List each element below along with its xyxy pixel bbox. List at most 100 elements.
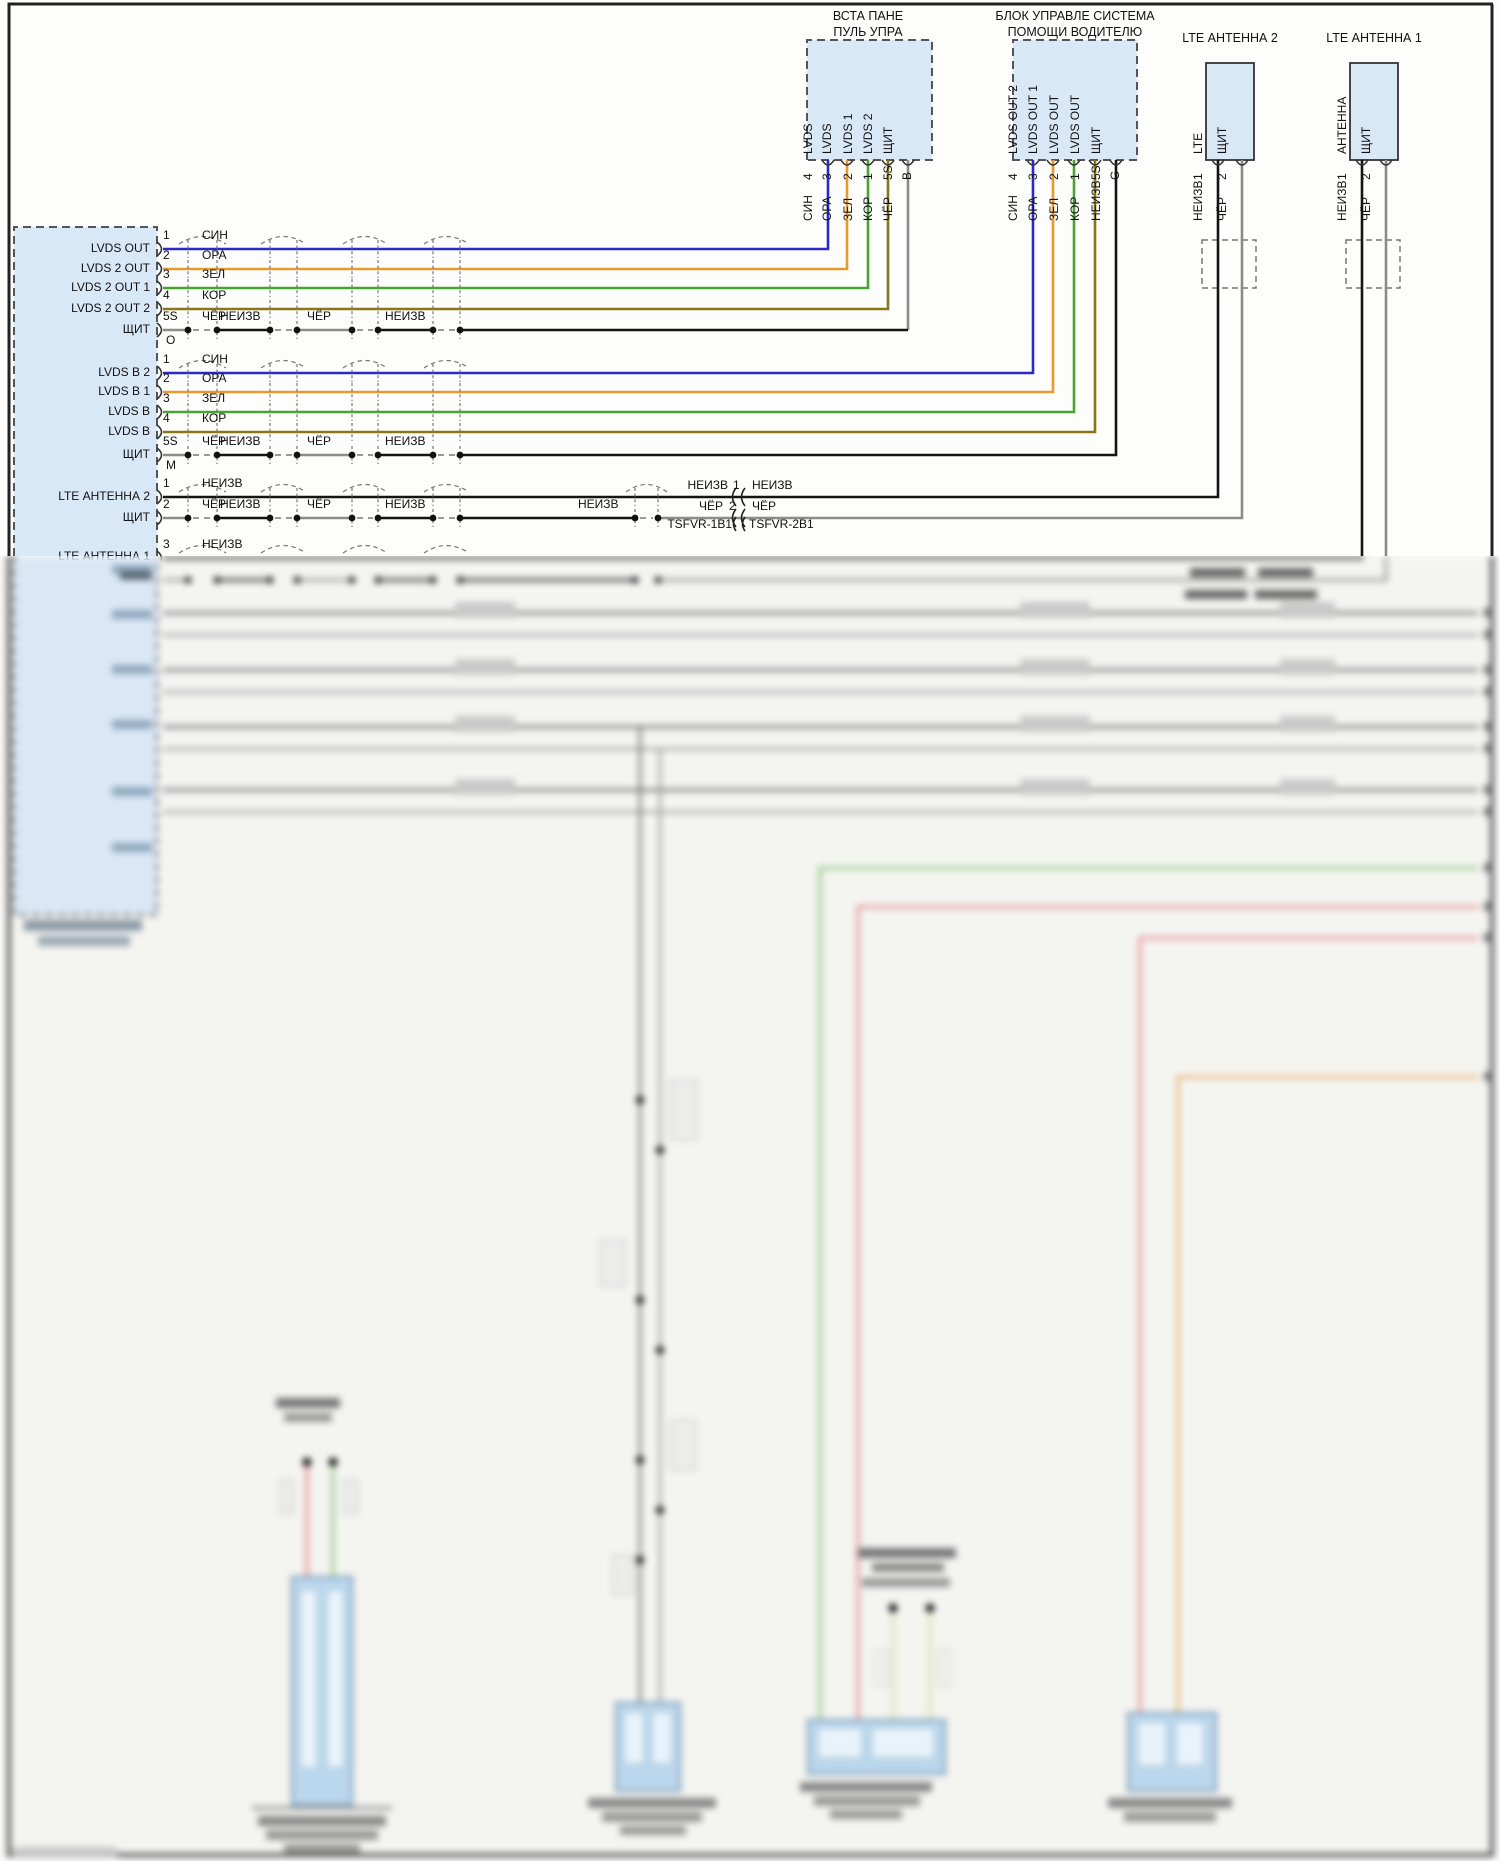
- block-pin-label: ЩИТ: [1215, 126, 1229, 154]
- wire-color-label: КОР: [1068, 196, 1082, 221]
- wire-color-label: НЕИЗВ: [202, 476, 243, 490]
- block-title-line: ПУЛЬ УПРА: [833, 25, 903, 39]
- pin-number: 3: [163, 537, 170, 551]
- wire-lte2-signal: [163, 160, 1220, 499]
- wire-color-label: НЕИЗВ: [1191, 180, 1205, 221]
- pin-number: 3: [163, 391, 170, 405]
- wire-color-label: ЗЕЛ: [202, 267, 226, 281]
- splice-label: ЧЁР: [698, 499, 723, 513]
- wire-m-zel: [163, 160, 1076, 414]
- wire-color-label: ЧЁР: [1359, 196, 1373, 221]
- pin-number: 2: [163, 248, 170, 262]
- pin-number: 4: [163, 288, 170, 302]
- splice-connector-name: TSFVR-2B1: [749, 517, 814, 531]
- block-title-line: БЛОК УПРАВЛЕ СИСТЕМА: [995, 9, 1155, 23]
- block-vsta-pane-border: [806, 39, 933, 161]
- block-pin-label: LTE: [1191, 132, 1205, 154]
- segment-label: НЕИЗВ: [385, 497, 426, 511]
- wire-color-label: СИН: [1006, 195, 1020, 221]
- splice-pin-number: 1: [733, 478, 740, 492]
- wire-color-label: ОРА: [1026, 196, 1040, 221]
- wire-lte2-shield-gray: [163, 160, 1244, 520]
- block-pin-number: 2: [1047, 173, 1061, 180]
- wire-color-label: ЧЁР: [202, 434, 227, 448]
- block-pin-number: 1: [1191, 173, 1205, 180]
- pin-number: 3: [163, 267, 170, 281]
- tsfvr-splice-symbol: [731, 487, 746, 532]
- blurred-lower-section: [0, 556, 1500, 1861]
- splice-label: ЧЁР: [752, 499, 777, 513]
- block-pin-label: LVDS OUT: [1047, 94, 1061, 154]
- block-title-line: LTE АНТЕННА 1: [1326, 31, 1422, 45]
- block-title: LTE АНТЕННА 1: [1304, 30, 1444, 46]
- block-title: LTE АНТЕННА 2: [1160, 30, 1300, 46]
- segment-label: ЧЁР: [307, 309, 332, 323]
- segment-label: НЕИЗВ: [578, 497, 619, 511]
- block-pin-number: 3: [1026, 173, 1040, 180]
- wire-color-label: КОР: [202, 411, 227, 425]
- wire-color-label: НЕИЗВ: [1089, 180, 1103, 221]
- wire-color-label: ЧЁР: [202, 309, 227, 323]
- block-title-line: ВСТА ПАНЕ: [832, 9, 904, 23]
- block-lte-antenna2: [1205, 62, 1255, 161]
- block-pin-label: ЩИТ: [881, 126, 895, 154]
- row-label: LVDS B 2: [98, 365, 150, 379]
- block-pin-label: LVDS: [820, 123, 834, 154]
- blurred-graphics: [0, 556, 1500, 1861]
- pin-number: 5S: [163, 309, 178, 323]
- splice-label: НЕИЗВ: [752, 478, 793, 492]
- wire-o-ora: [163, 160, 849, 271]
- wire-color-label: ЧЁР: [881, 196, 895, 221]
- row-label: LVDS OUT: [90, 241, 150, 255]
- block-vsta-pane-fill: [807, 40, 932, 160]
- segment-label: НЕИЗВ: [385, 434, 426, 448]
- wire-o-shield-gray: [163, 160, 910, 332]
- connector-letter-g: G: [1108, 170, 1122, 180]
- block-title-line: ПОМОЩИ ВОДИТЕЛЮ: [1007, 25, 1143, 39]
- wire-color-label: ЧЁР: [202, 497, 227, 511]
- pin-number: 2: [163, 497, 170, 511]
- connector-letter-m: M: [166, 458, 176, 472]
- block-pin-number: 4: [801, 173, 815, 180]
- splice-label: НЕИЗВ: [687, 478, 728, 492]
- segment-label: НЕИЗВ: [220, 434, 261, 448]
- row-label: ЩИТ: [122, 510, 150, 524]
- block-pin-label: LVDS OUT 2: [1006, 85, 1020, 154]
- inline-connector-box-ant1: [1345, 239, 1401, 289]
- wire-m-ora: [163, 160, 1055, 394]
- block-pin-label: АНТЕННА: [1335, 96, 1349, 154]
- segment-label: НЕИЗВ: [385, 309, 426, 323]
- inline-connector-box-ant2: [1201, 239, 1257, 289]
- splice-pin-number: 2: [729, 499, 736, 513]
- pin-number: 1: [163, 352, 170, 366]
- row-label: LVDS 2 OUT: [80, 261, 150, 275]
- block-pin-number: 3: [820, 173, 834, 180]
- wire-o-sin: [163, 160, 830, 251]
- pin-number: 2: [163, 371, 170, 385]
- block-pin-label: ЩИТ: [1359, 126, 1373, 154]
- row-label: LTE АНТЕННА 2: [58, 489, 150, 503]
- pin-number: 4: [163, 411, 170, 425]
- block-title: ВСТА ПАНЕ ПУЛЬ УПРА: [798, 8, 938, 40]
- block-pin-number: 2: [841, 173, 855, 180]
- wire-color-label: ЧЁР: [1215, 196, 1229, 221]
- block-pin-number: 2: [1215, 173, 1229, 180]
- row-label: LVDS B 1: [98, 384, 150, 398]
- block-pin-number: 4: [1006, 173, 1020, 180]
- block-pin-label: LVDS OUT: [1068, 94, 1082, 154]
- row-label: LVDS 2 OUT 2: [71, 301, 150, 315]
- block-pin-label: LVDS: [801, 123, 815, 154]
- connector-letter-b: B: [900, 171, 914, 180]
- wire-color-label: НЕИЗВ: [202, 537, 243, 551]
- block-pin-label: ЩИТ: [1089, 126, 1103, 154]
- wire-m-shield-black: [217, 160, 1118, 457]
- block-title: БЛОК УПРАВЛЕ СИСТЕМА ПОМОЩИ ВОДИТЕЛЮ: [995, 8, 1155, 40]
- connector-letter-o: O: [166, 333, 176, 347]
- wire-o-kor: [163, 160, 890, 311]
- segment-label: НЕИЗВ: [220, 497, 261, 511]
- pin-number: 1: [163, 228, 170, 242]
- block-lte-antenna1: [1349, 62, 1399, 161]
- pin-number: 5S: [163, 434, 178, 448]
